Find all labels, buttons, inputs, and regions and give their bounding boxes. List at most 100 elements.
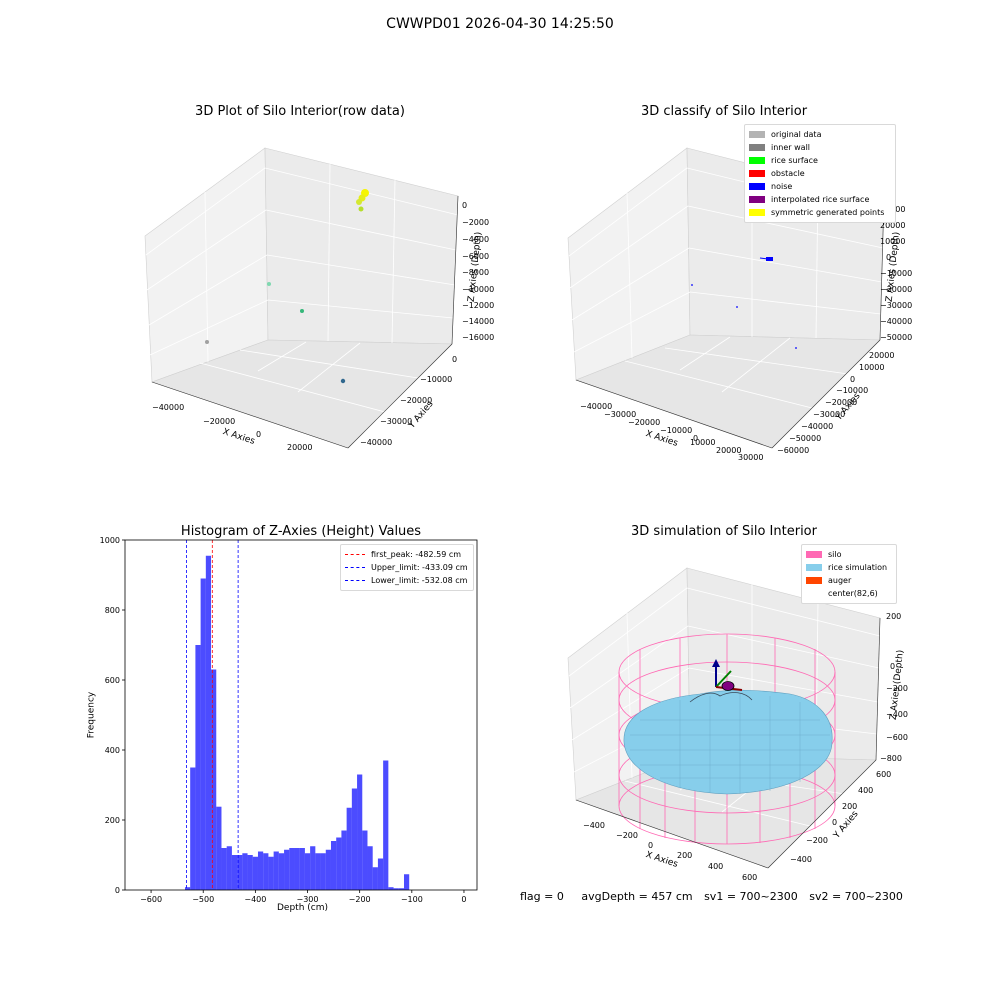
histogram-bar [195, 645, 201, 890]
legend-label: inner wall [771, 143, 811, 152]
histogram-bar [341, 830, 347, 890]
p2-xtick: −30000 [604, 410, 637, 419]
panel2-legend: original data inner wall rice surface ob… [744, 124, 896, 223]
p2-xtick: 30000 [738, 453, 764, 462]
legend-swatch [345, 567, 365, 568]
legend-swatch [345, 554, 365, 555]
y-tick-label: 400 [105, 746, 120, 755]
legend-item-rice-surface: rice surface [749, 154, 891, 167]
legend-item-lower-limit: Lower_limit: -532.08 cm [345, 574, 469, 587]
p4-ztick: 200 [886, 612, 902, 621]
p2-ytick: −50000 [789, 434, 822, 443]
p2-ztick: 0 [886, 253, 892, 262]
y-tick-label: 1000 [100, 536, 120, 545]
x-tick-label: −400 [244, 895, 266, 904]
p2-ytick: −30000 [813, 410, 846, 419]
p2-ztick: 10000 [880, 237, 906, 246]
p4-xtick: 200 [677, 851, 693, 860]
legend-swatch [749, 157, 765, 164]
p2-ytick: 0 [850, 375, 856, 384]
histogram-bar [393, 888, 399, 890]
legend-swatch [749, 183, 765, 190]
histogram-bar [226, 846, 232, 890]
histogram-bar [247, 855, 253, 890]
p2-ztick: −50000 [880, 333, 913, 342]
p2-ztick: −20000 [880, 285, 913, 294]
p2-ytick: 20000 [869, 351, 895, 360]
p1-ztick: −14000 [462, 317, 495, 326]
p1-ztick: −12000 [462, 301, 495, 310]
legend-label: silo [828, 550, 842, 559]
histogram-bar [362, 830, 368, 890]
p4-ytick: −400 [790, 855, 812, 864]
p4-ytick: 200 [842, 802, 858, 811]
legend-swatch [806, 577, 822, 584]
p4-xtick: −200 [616, 831, 638, 840]
legend-label: Lower_limit: -532.08 cm [371, 576, 468, 585]
legend-swatch [749, 131, 765, 138]
p2-xtick: −10000 [660, 426, 693, 435]
histogram-bar [372, 867, 378, 890]
histogram-bar [357, 774, 363, 890]
legend-swatch [749, 209, 765, 216]
histogram-bar [315, 853, 321, 890]
histogram-bar [231, 855, 238, 890]
histogram-bar [278, 853, 285, 890]
x-tick-label: −500 [192, 895, 214, 904]
histogram-bar [273, 851, 279, 890]
histogram-bar [284, 849, 290, 890]
p2-xtick: 10000 [690, 438, 716, 447]
p3-xlabel: Depth (cm) [277, 903, 329, 913]
histogram-bar [200, 578, 206, 890]
p4-xtick: 0 [648, 841, 654, 850]
legend-item-upper-limit: Upper_limit: -433.09 cm [345, 561, 469, 574]
histogram-bar [403, 874, 410, 890]
status-flag: flag = 0 [520, 890, 564, 903]
legend-item-noise: noise [749, 180, 891, 193]
histogram-bar [299, 848, 305, 890]
x-tick-label: −100 [401, 895, 423, 904]
histogram-bar [346, 807, 352, 890]
y-tick-label: 200 [105, 816, 120, 825]
panel2-title: 3D classify of Silo Interior [640, 104, 808, 119]
p4-xtick: 600 [742, 873, 758, 882]
legend-swatch [749, 170, 765, 177]
legend-label: first_peak: -482.59 cm [371, 550, 462, 559]
histogram-bar [336, 837, 342, 890]
histogram-bar [237, 855, 243, 890]
figure-title: CWWPD01 2026-04-30 14:25:50 [386, 16, 614, 32]
x-tick-label: −300 [297, 895, 319, 904]
status-sv2: sv2 = 700~2300 [809, 890, 903, 903]
histogram-bar [320, 853, 326, 890]
legend-item-first-peak: first_peak: -482.59 cm [345, 548, 469, 561]
legend-label: interpolated rice surface [771, 195, 870, 204]
panel4-title: 3D simulation of Silo Interior [631, 524, 817, 539]
histogram-bar [216, 806, 222, 890]
y-tick-label: 600 [105, 676, 120, 685]
histogram-bar [377, 858, 384, 890]
histogram-bar [398, 888, 404, 890]
p2-xtick: 0 [693, 434, 699, 443]
p1-ytick: −40000 [360, 438, 393, 447]
legend-item-inner-wall: inner wall [749, 141, 891, 154]
panel1-title: 3D Plot of Silo Interior(row data) [195, 104, 405, 119]
p2-ztick: −10000 [880, 269, 913, 278]
legend-item-auger: auger [806, 574, 892, 587]
histogram-bar [257, 851, 264, 890]
p4-ytick: 0 [832, 818, 838, 827]
y-tick-label: 800 [105, 606, 120, 615]
histogram-bar [268, 856, 274, 890]
p2-ytick: −60000 [777, 446, 810, 455]
legend-swatch [806, 564, 822, 571]
x-tick-label: −600 [140, 895, 162, 904]
status-sv1: sv1 = 700~2300 [704, 890, 798, 903]
p2-ytick: −20000 [825, 398, 858, 407]
p2-ytick: −10000 [836, 386, 869, 395]
p1-ztick: 0 [462, 201, 468, 210]
p1-ytick: 0 [452, 355, 458, 364]
p4-ztick: −600 [886, 733, 908, 742]
histogram-bar [289, 848, 295, 890]
x-tick-label: −200 [349, 895, 371, 904]
